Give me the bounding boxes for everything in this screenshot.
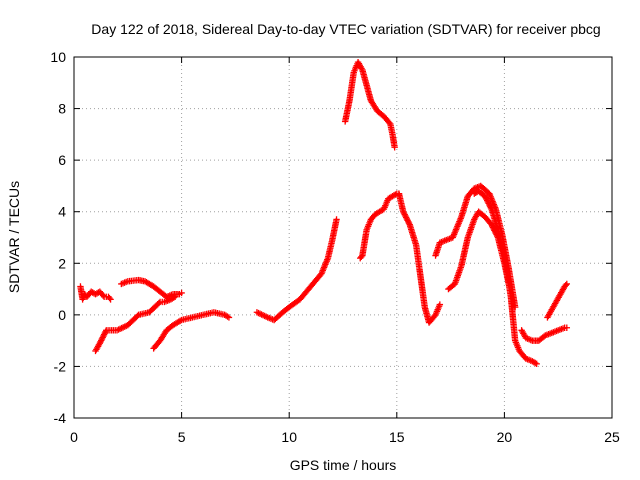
data-point-trace [392, 191, 399, 198]
data-point-trace [98, 337, 105, 344]
data-point [436, 301, 444, 308]
data-point [563, 324, 571, 331]
series-s2 [92, 293, 179, 355]
y-tick-label: 8 [58, 101, 66, 117]
series-s8 [395, 190, 444, 326]
y-tick-label: 2 [58, 255, 66, 271]
data-point-trace [405, 219, 413, 227]
data-point [96, 340, 104, 347]
data-point-trace [99, 292, 107, 299]
data-point-trace [405, 218, 412, 225]
series-s6 [341, 58, 398, 151]
data-point [107, 296, 114, 303]
y-tick-label: -4 [54, 410, 67, 426]
y-tick-label: 4 [58, 204, 66, 220]
data-point [533, 360, 540, 368]
data-point-trace [100, 332, 107, 340]
grid-layer [74, 57, 612, 418]
data-point-trace [490, 225, 497, 233]
data-point-trace [562, 282, 569, 289]
data-point-trace [487, 204, 494, 211]
data-point-trace [486, 201, 493, 209]
x-tick-label: 10 [281, 429, 297, 445]
y-tick-label: -2 [54, 358, 67, 374]
data-point-trace [386, 119, 393, 126]
series-s3 [118, 276, 185, 301]
data-point [400, 208, 407, 215]
data-point-trace [483, 195, 490, 203]
data-point-trace [401, 211, 408, 218]
data-point-trace [403, 215, 411, 223]
y-axis-label: SDTVAR / TECUs [6, 181, 22, 293]
series-s7 [357, 190, 403, 262]
tick-layer: 0 5 10 15 20 25 -4 -2 0 2 4 6 8 10 [50, 49, 620, 445]
data-point-trace [483, 197, 491, 204]
plot-frame [73, 56, 613, 419]
data-point-trace [532, 359, 539, 367]
data-point-trace [400, 209, 408, 217]
x-tick-label: 25 [604, 429, 620, 445]
series-s4 [150, 309, 233, 352]
data-point-trace [99, 334, 106, 341]
x-axis-label: GPS time / hours [290, 457, 397, 473]
series-s13 [544, 280, 571, 321]
data-point [563, 280, 571, 288]
data-point-trace [485, 200, 492, 207]
data-point-trace [100, 331, 108, 338]
data-point-trace [155, 299, 163, 307]
data-point-trace [402, 214, 410, 221]
data-point [178, 289, 185, 297]
data-point-trace [98, 335, 106, 343]
data-point-trace [97, 338, 104, 345]
series-s9 [432, 182, 519, 311]
points-layer [77, 58, 571, 368]
data-point [225, 314, 233, 321]
chart-title: Day 122 of 2018, Sidereal Day-to-day VTE… [91, 21, 600, 37]
data-point [333, 216, 340, 223]
data-point-trace [402, 212, 409, 220]
data-point-trace [101, 329, 109, 337]
data-point-trace [176, 317, 184, 325]
y-tick-label: 0 [58, 307, 66, 323]
series-s11 [471, 187, 540, 368]
series-s12 [518, 324, 571, 344]
data-point-trace [486, 203, 494, 210]
data-point-trace [224, 313, 231, 320]
series-s5 [253, 216, 340, 324]
x-tick-label: 5 [178, 429, 186, 445]
data-point [391, 144, 398, 151]
series-s1 [77, 283, 114, 303]
y-tick-label: 6 [58, 152, 66, 168]
data-point-trace [404, 217, 411, 224]
data-point-trace [358, 253, 365, 261]
data-point-trace [482, 194, 489, 201]
data-point-trace [106, 294, 113, 302]
x-tick-label: 15 [389, 429, 405, 445]
data-point [481, 193, 489, 200]
data-point-trace [489, 224, 497, 231]
x-tick-label: 20 [497, 429, 513, 445]
y-tick-label: 10 [50, 49, 66, 65]
data-point-trace [484, 198, 492, 206]
x-tick-label: 0 [70, 429, 78, 445]
